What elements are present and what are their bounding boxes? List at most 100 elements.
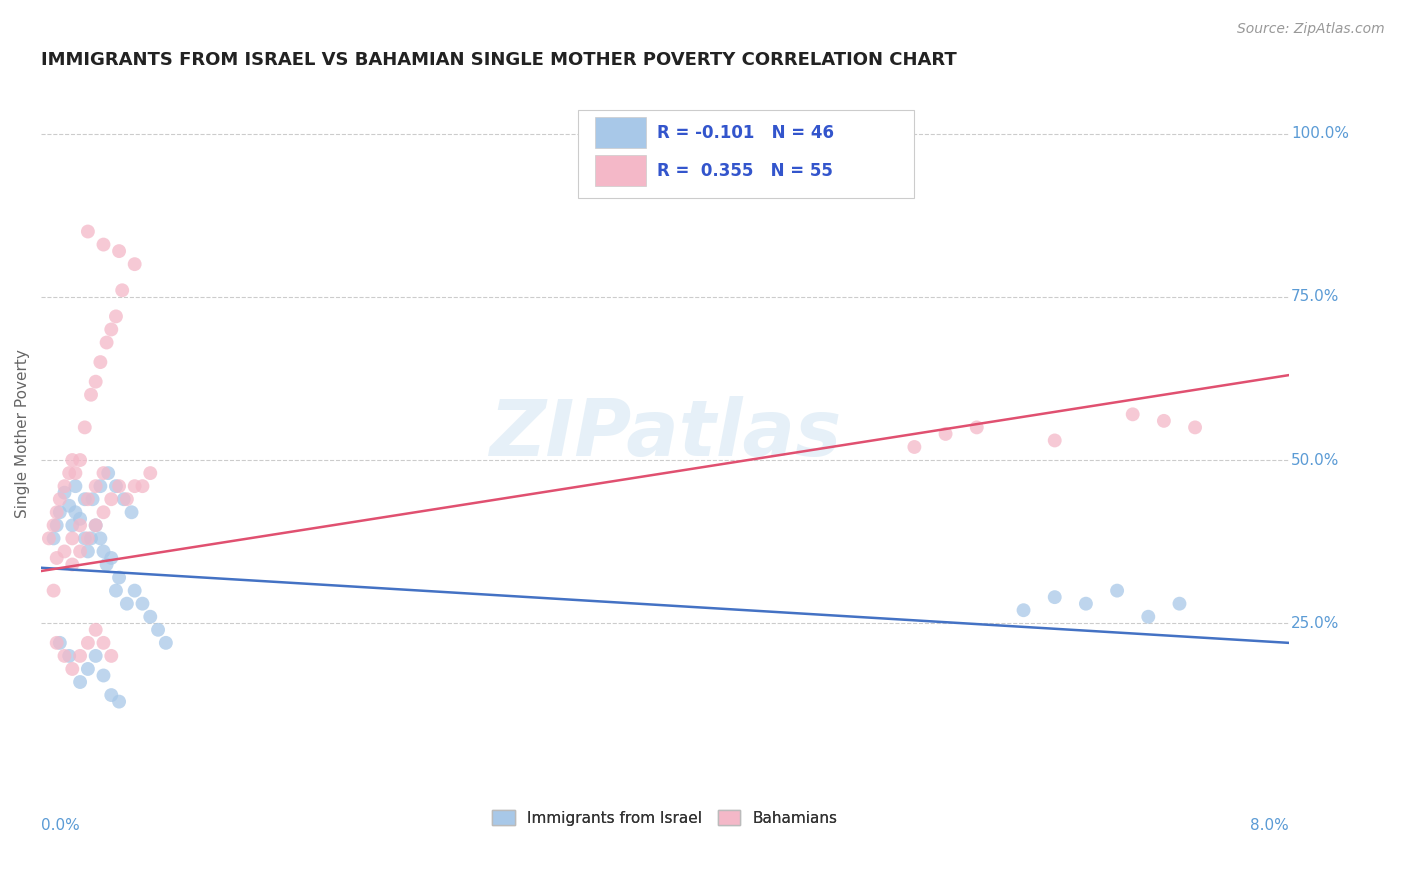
Text: R = -0.101   N = 46: R = -0.101 N = 46 bbox=[658, 124, 834, 142]
Text: 75.0%: 75.0% bbox=[1291, 289, 1340, 304]
Point bbox=[84, 518, 107, 533]
Point bbox=[65, 466, 87, 480]
Point bbox=[58, 466, 80, 480]
Text: IMMIGRANTS FROM ISRAEL VS BAHAMIAN SINGLE MOTHER POVERTY CORRELATION CHART: IMMIGRANTS FROM ISRAEL VS BAHAMIAN SINGL… bbox=[41, 51, 957, 69]
Point bbox=[60, 518, 83, 533]
Point bbox=[77, 532, 100, 546]
Point bbox=[96, 335, 118, 350]
Point bbox=[108, 695, 131, 709]
Point bbox=[65, 479, 87, 493]
Point bbox=[108, 244, 131, 259]
Point bbox=[73, 492, 96, 507]
Point bbox=[58, 648, 80, 663]
Point bbox=[93, 668, 115, 682]
Point bbox=[111, 283, 134, 297]
Point bbox=[104, 583, 127, 598]
Text: Source: ZipAtlas.com: Source: ZipAtlas.com bbox=[1237, 22, 1385, 37]
Point bbox=[49, 636, 72, 650]
Point bbox=[100, 322, 122, 336]
Point bbox=[1012, 603, 1035, 617]
Text: 50.0%: 50.0% bbox=[1291, 452, 1340, 467]
Y-axis label: Single Mother Poverty: Single Mother Poverty bbox=[15, 350, 30, 518]
Point bbox=[124, 479, 146, 493]
Point bbox=[112, 492, 135, 507]
Point bbox=[80, 388, 103, 402]
Point bbox=[60, 453, 83, 467]
Point bbox=[77, 492, 100, 507]
Point bbox=[84, 623, 107, 637]
Point bbox=[104, 310, 127, 324]
Point bbox=[139, 609, 162, 624]
Point bbox=[77, 225, 100, 239]
Point bbox=[121, 505, 143, 519]
Point bbox=[93, 544, 115, 558]
FancyBboxPatch shape bbox=[595, 118, 647, 148]
Point bbox=[97, 466, 120, 480]
Point bbox=[84, 648, 107, 663]
Point bbox=[84, 518, 107, 533]
Point bbox=[1153, 414, 1175, 428]
Point bbox=[1107, 583, 1129, 598]
Point bbox=[82, 492, 104, 507]
Text: 0.0%: 0.0% bbox=[41, 818, 80, 833]
Point bbox=[96, 558, 118, 572]
Point bbox=[42, 583, 65, 598]
Point bbox=[100, 551, 122, 566]
Point bbox=[108, 479, 131, 493]
Point bbox=[65, 505, 87, 519]
Point bbox=[93, 466, 115, 480]
FancyBboxPatch shape bbox=[595, 155, 647, 186]
Point bbox=[1184, 420, 1206, 434]
Point bbox=[69, 518, 91, 533]
Point bbox=[45, 551, 67, 566]
Point bbox=[89, 479, 111, 493]
Point bbox=[77, 662, 100, 676]
Text: R =  0.355   N = 55: R = 0.355 N = 55 bbox=[658, 162, 834, 180]
Text: 25.0%: 25.0% bbox=[1291, 615, 1340, 631]
Point bbox=[53, 485, 76, 500]
Point bbox=[45, 636, 67, 650]
Point bbox=[1122, 407, 1144, 421]
Point bbox=[115, 492, 138, 507]
Point bbox=[69, 675, 91, 690]
Point bbox=[1137, 609, 1160, 624]
Point bbox=[124, 583, 146, 598]
Point bbox=[935, 426, 957, 441]
Point bbox=[69, 544, 91, 558]
Point bbox=[53, 479, 76, 493]
Point bbox=[84, 479, 107, 493]
Point bbox=[49, 505, 72, 519]
Point bbox=[93, 505, 115, 519]
Text: 100.0%: 100.0% bbox=[1291, 126, 1350, 141]
Point bbox=[60, 558, 83, 572]
Point bbox=[100, 648, 122, 663]
Point bbox=[60, 532, 83, 546]
Point bbox=[42, 518, 65, 533]
Point bbox=[73, 532, 96, 546]
Point bbox=[45, 518, 67, 533]
Point bbox=[69, 453, 91, 467]
Point bbox=[45, 505, 67, 519]
Point bbox=[100, 688, 122, 702]
Point bbox=[1074, 597, 1097, 611]
Point bbox=[53, 648, 76, 663]
Point bbox=[89, 532, 111, 546]
Point bbox=[1168, 597, 1191, 611]
Point bbox=[155, 636, 177, 650]
Point bbox=[69, 648, 91, 663]
Text: ZIPatlas: ZIPatlas bbox=[489, 396, 841, 472]
Point bbox=[84, 375, 107, 389]
Point bbox=[38, 532, 60, 546]
Text: 8.0%: 8.0% bbox=[1250, 818, 1289, 833]
Point bbox=[77, 636, 100, 650]
Point bbox=[69, 512, 91, 526]
Point bbox=[93, 636, 115, 650]
Point bbox=[139, 466, 162, 480]
Point bbox=[53, 544, 76, 558]
Point bbox=[60, 662, 83, 676]
Point bbox=[131, 597, 153, 611]
Point bbox=[80, 532, 103, 546]
Point bbox=[89, 355, 111, 369]
Point bbox=[49, 492, 72, 507]
Point bbox=[108, 570, 131, 584]
